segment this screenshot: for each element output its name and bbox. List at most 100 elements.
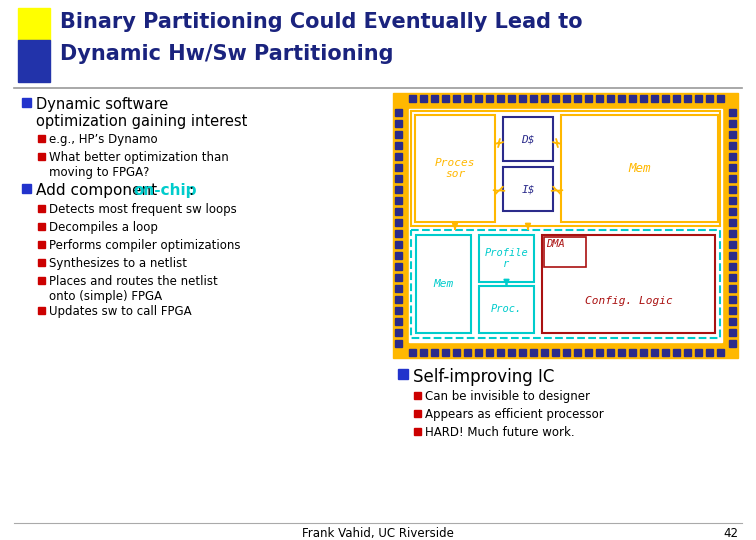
Bar: [684, 349, 691, 356]
Bar: [22, 184, 31, 193]
Text: Decompiles a loop: Decompiles a loop: [49, 221, 158, 234]
Bar: [662, 349, 669, 356]
Bar: [475, 95, 482, 102]
Bar: [431, 349, 438, 356]
Text: 42: 42: [723, 527, 738, 540]
Text: Frank Vahid, UC Riverside: Frank Vahid, UC Riverside: [302, 527, 454, 540]
Text: D$: D$: [521, 134, 534, 144]
Bar: [395, 307, 402, 314]
Text: :: :: [188, 183, 193, 198]
Bar: [596, 95, 603, 102]
Bar: [541, 349, 548, 356]
Bar: [395, 230, 402, 237]
Bar: [38, 135, 45, 142]
Bar: [729, 131, 736, 138]
Text: HARD! Much future work.: HARD! Much future work.: [425, 426, 575, 439]
Bar: [729, 241, 736, 248]
Bar: [395, 263, 402, 270]
Bar: [508, 349, 515, 356]
Bar: [563, 95, 570, 102]
Bar: [574, 95, 581, 102]
Bar: [395, 175, 402, 182]
Bar: [18, 40, 50, 82]
Bar: [729, 109, 736, 116]
Bar: [629, 95, 636, 102]
Bar: [395, 274, 402, 281]
Bar: [414, 410, 421, 417]
Bar: [651, 95, 658, 102]
Bar: [729, 340, 736, 347]
Bar: [729, 285, 736, 292]
Bar: [464, 349, 471, 356]
Text: on-chip: on-chip: [133, 183, 197, 198]
Bar: [640, 95, 647, 102]
Bar: [542, 235, 715, 333]
Text: Updates sw to call FPGA: Updates sw to call FPGA: [49, 305, 191, 318]
Bar: [585, 349, 592, 356]
Text: Appears as efficient processor: Appears as efficient processor: [425, 408, 604, 421]
Bar: [729, 142, 736, 149]
Bar: [395, 109, 402, 116]
Text: Add component: Add component: [36, 183, 162, 198]
Text: Detects most frequent sw loops: Detects most frequent sw loops: [49, 203, 237, 216]
Bar: [395, 241, 402, 248]
Text: Config. Logic: Config. Logic: [584, 296, 672, 306]
Bar: [729, 307, 736, 314]
Bar: [503, 117, 553, 161]
Bar: [574, 349, 581, 356]
Bar: [530, 95, 537, 102]
Bar: [607, 349, 614, 356]
Bar: [662, 95, 669, 102]
Bar: [729, 296, 736, 303]
Text: Dynamic software
optimization gaining interest: Dynamic software optimization gaining in…: [36, 97, 247, 130]
Bar: [729, 219, 736, 226]
Bar: [706, 95, 713, 102]
Bar: [544, 237, 586, 267]
Bar: [442, 349, 449, 356]
Bar: [442, 95, 449, 102]
Text: Synthesizes to a netlist: Synthesizes to a netlist: [49, 257, 187, 270]
Bar: [497, 349, 504, 356]
Text: DMA: DMA: [546, 239, 565, 249]
Bar: [398, 369, 408, 379]
Text: Mem: Mem: [628, 162, 651, 175]
Bar: [729, 230, 736, 237]
Bar: [395, 208, 402, 215]
Bar: [411, 230, 720, 338]
Text: Places and routes the netlist
onto (simple) FPGA: Places and routes the netlist onto (simp…: [49, 275, 218, 303]
Bar: [519, 95, 526, 102]
Bar: [729, 120, 736, 127]
Bar: [415, 115, 495, 222]
Bar: [414, 392, 421, 399]
Bar: [729, 175, 736, 182]
Bar: [541, 95, 548, 102]
Bar: [395, 186, 402, 193]
Bar: [431, 95, 438, 102]
Bar: [729, 153, 736, 160]
Bar: [530, 349, 537, 356]
Bar: [673, 349, 680, 356]
Bar: [409, 109, 722, 342]
Bar: [393, 93, 738, 358]
Text: I$: I$: [521, 184, 534, 194]
Bar: [729, 252, 736, 259]
Bar: [618, 95, 625, 102]
Bar: [729, 186, 736, 193]
Bar: [479, 286, 534, 333]
Bar: [717, 349, 724, 356]
Bar: [420, 349, 427, 356]
Bar: [695, 349, 702, 356]
Bar: [38, 259, 45, 266]
Bar: [563, 349, 570, 356]
Bar: [22, 98, 31, 107]
Bar: [673, 95, 680, 102]
Text: e.g., HP’s Dynamo: e.g., HP’s Dynamo: [49, 133, 157, 146]
Bar: [453, 95, 460, 102]
Bar: [38, 241, 45, 248]
Bar: [420, 95, 427, 102]
Text: Mem: Mem: [433, 279, 454, 289]
Bar: [409, 95, 416, 102]
Bar: [552, 95, 559, 102]
Bar: [475, 349, 482, 356]
Bar: [508, 95, 515, 102]
